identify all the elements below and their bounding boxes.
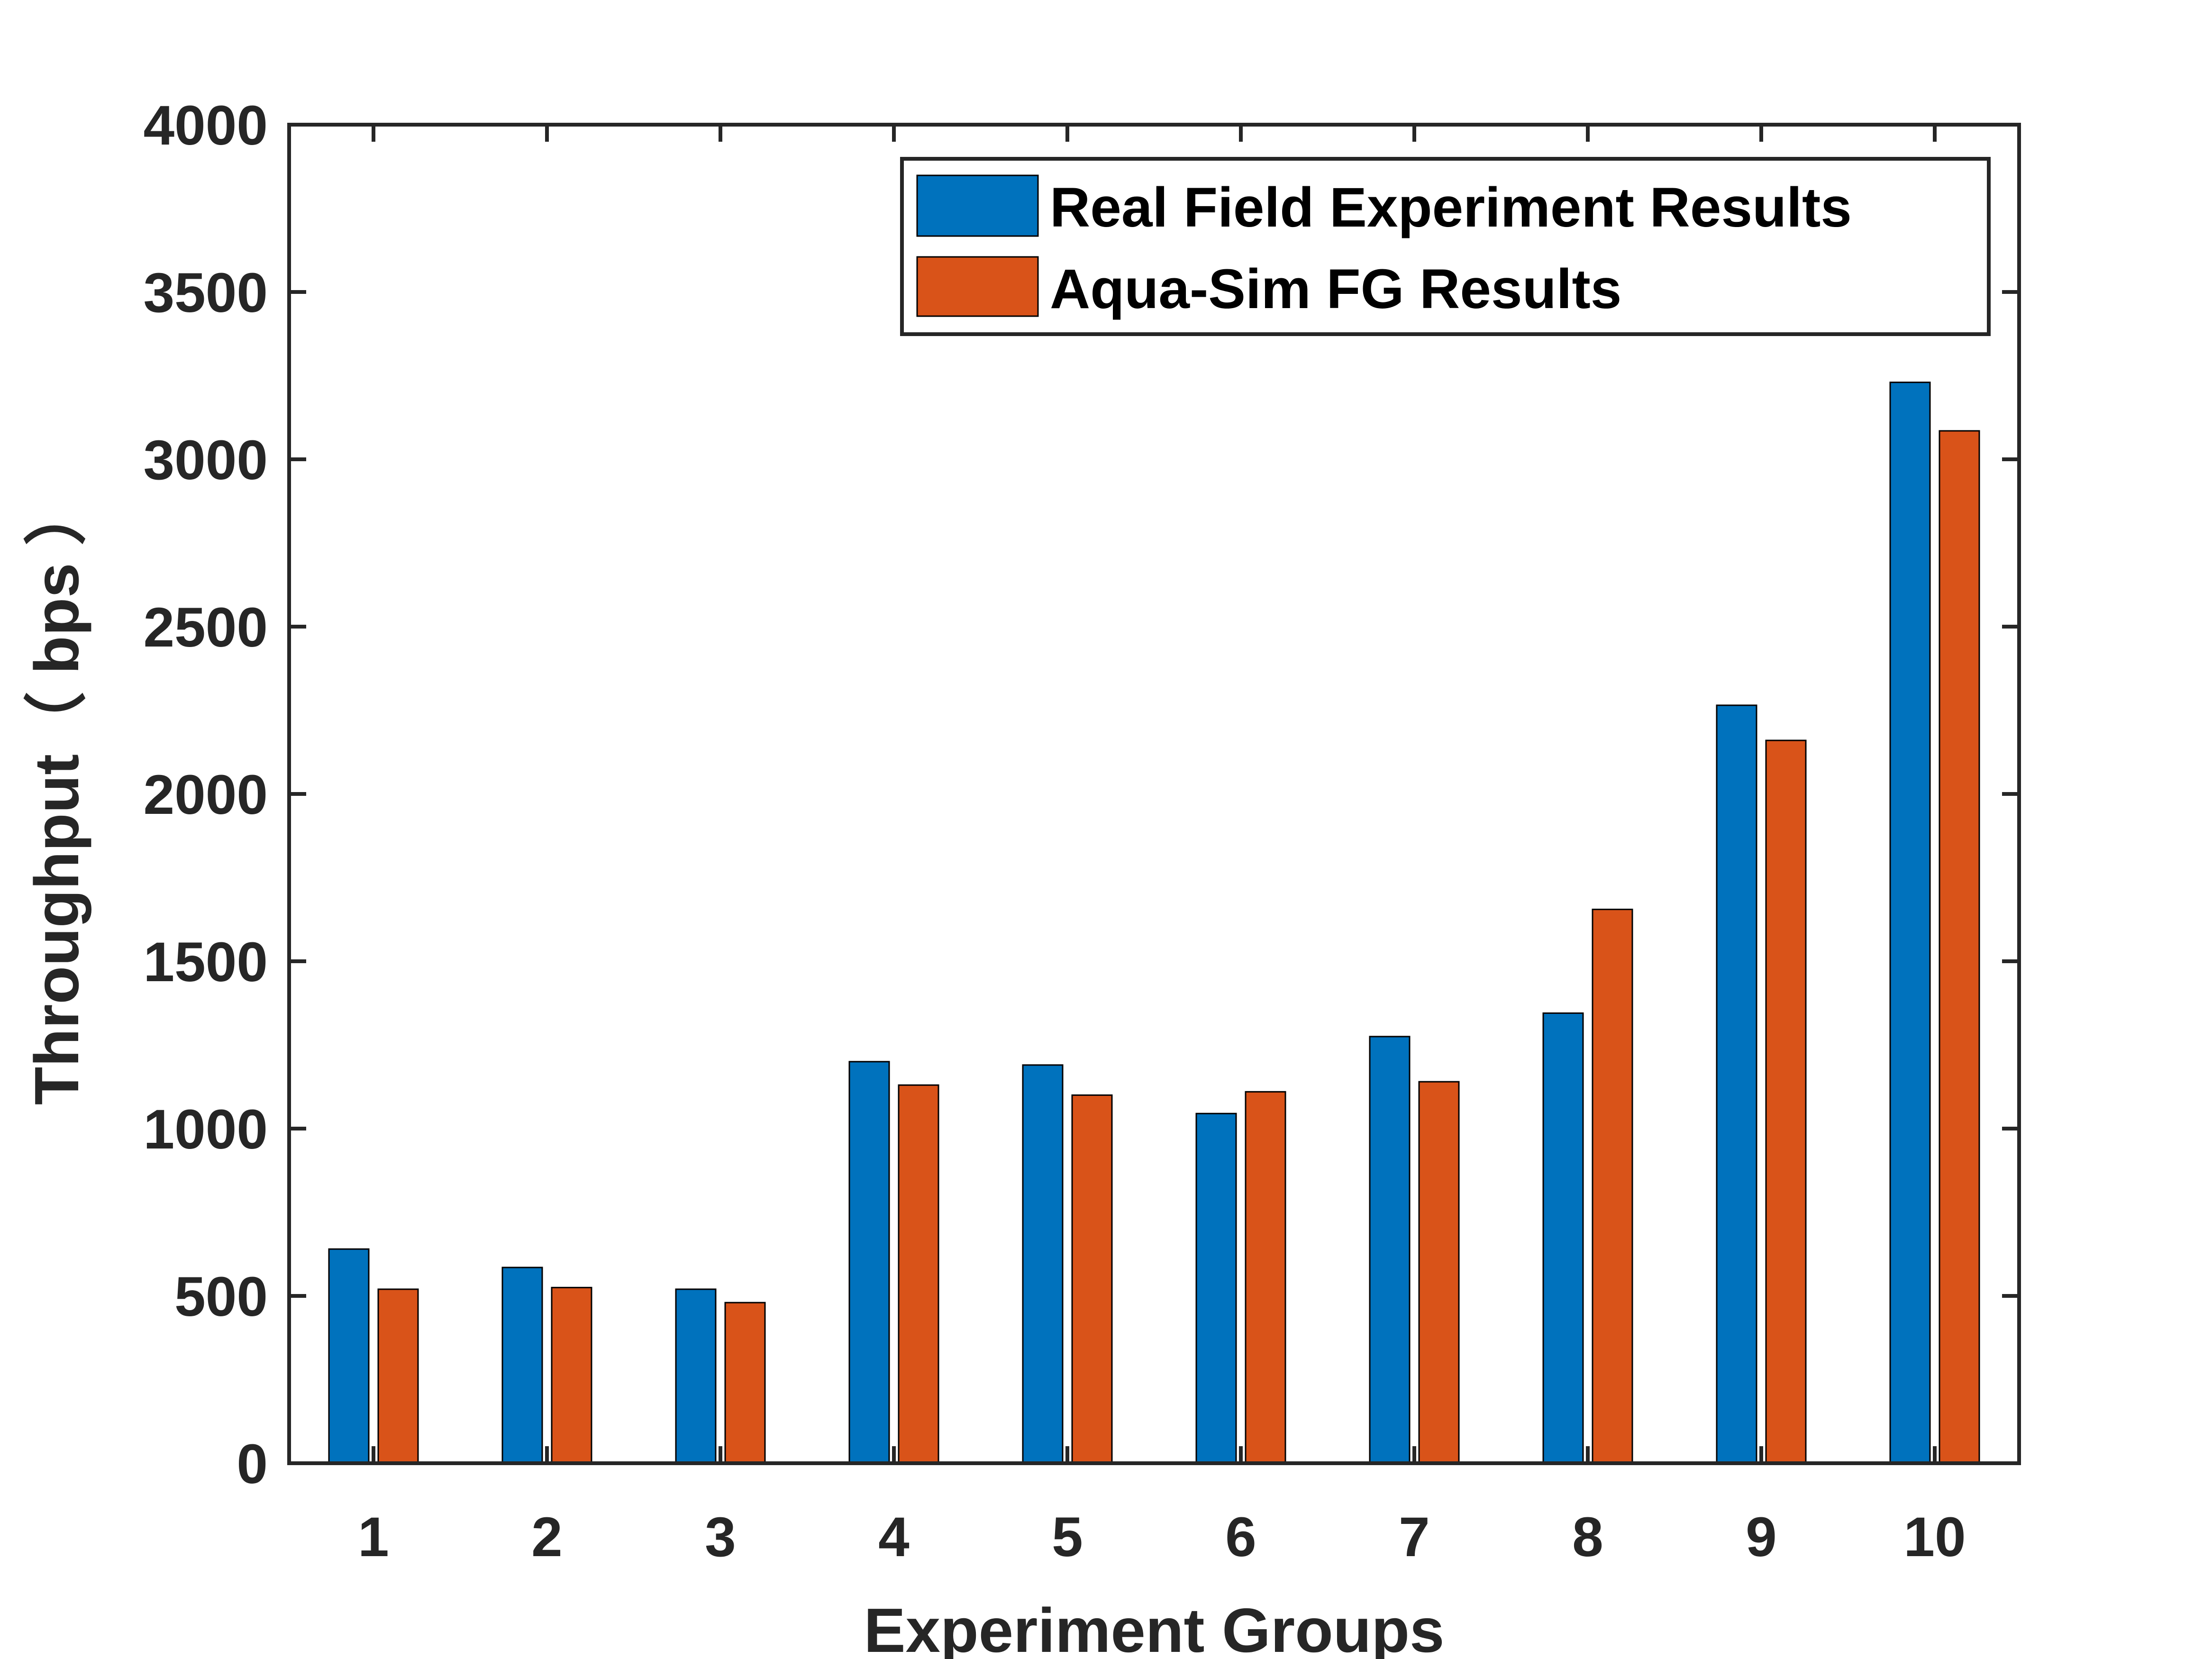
bar-aqua-sim-group-1 (377, 1288, 419, 1464)
legend-swatch-aqua-sim (916, 256, 1039, 317)
bar-real-field-group-9 (1716, 704, 1757, 1464)
bar-aqua-sim-group-8 (1592, 909, 1633, 1464)
y-tick-label: 1500 (143, 931, 268, 994)
y-tick-labels: 0 500 1000 1500 2000 2500 3000 3500 4000 (143, 94, 268, 1495)
x-axis-title: Experiment Groups (864, 1595, 1445, 1659)
y-tick-label: 2000 (143, 764, 268, 826)
legend-label-real-field: Real Field Experiment Results (1050, 176, 1852, 239)
bar-real-field-group-3 (675, 1288, 717, 1464)
bar-real-field-group-8 (1542, 1012, 1584, 1464)
y-tick-label: 3500 (143, 262, 268, 324)
bar-real-field-group-2 (501, 1267, 543, 1464)
x-tick-label: 8 (1572, 1506, 1603, 1568)
legend: Real Field Experiment Results Aqua-Sim F… (900, 157, 1991, 336)
bar-aqua-sim-group-9 (1765, 739, 1807, 1464)
bar-real-field-group-10 (1889, 382, 1931, 1464)
x-tick-label: 9 (1746, 1506, 1777, 1568)
legend-label-aqua-sim: Aqua-Sim FG Results (1050, 258, 1621, 320)
x-tick-label: 4 (878, 1506, 910, 1568)
plot-area-frame (287, 123, 2021, 1465)
y-tick-label: 0 (237, 1433, 268, 1495)
legend-box (900, 157, 1991, 336)
bar-aqua-sim-group-7 (1418, 1081, 1460, 1464)
bar-aqua-sim-group-6 (1245, 1091, 1286, 1464)
bar-real-field-group-6 (1195, 1112, 1237, 1464)
bar-aqua-sim-group-10 (1939, 430, 1980, 1464)
x-tick-label: 1 (358, 1506, 389, 1568)
bar-aqua-sim-group-2 (551, 1286, 592, 1464)
x-tick-label: 10 (1903, 1506, 1966, 1568)
bar-real-field-group-1 (328, 1248, 370, 1464)
x-tick-label: 6 (1225, 1506, 1256, 1568)
y-tick-label: 4000 (143, 94, 268, 157)
bar-aqua-sim-group-3 (724, 1302, 766, 1464)
bar-aqua-sim-group-5 (1071, 1094, 1113, 1464)
bar-real-field-group-7 (1369, 1036, 1411, 1464)
y-tick-label: 3000 (143, 429, 268, 492)
x-tick-label: 3 (705, 1506, 736, 1568)
x-tick-label: 5 (1052, 1506, 1083, 1568)
bar-aqua-sim-group-4 (898, 1084, 939, 1464)
y-tick-label: 2500 (143, 596, 268, 659)
bar-real-field-group-5 (1022, 1064, 1064, 1464)
x-tick-label: 7 (1399, 1506, 1430, 1568)
legend-swatch-real-field (916, 174, 1039, 237)
y-axis-title: Throughput（ bps ） (22, 483, 91, 1105)
bar-real-field-group-4 (848, 1061, 890, 1464)
x-tick-label: 2 (531, 1506, 563, 1568)
y-tick-label: 500 (174, 1266, 268, 1328)
bars-layer (328, 382, 1980, 1464)
x-tick-labels: 1 2 3 4 5 6 7 8 9 10 (358, 1506, 1966, 1568)
y-tick-label: 1000 (143, 1098, 268, 1161)
ticks-layer (289, 123, 2019, 1465)
